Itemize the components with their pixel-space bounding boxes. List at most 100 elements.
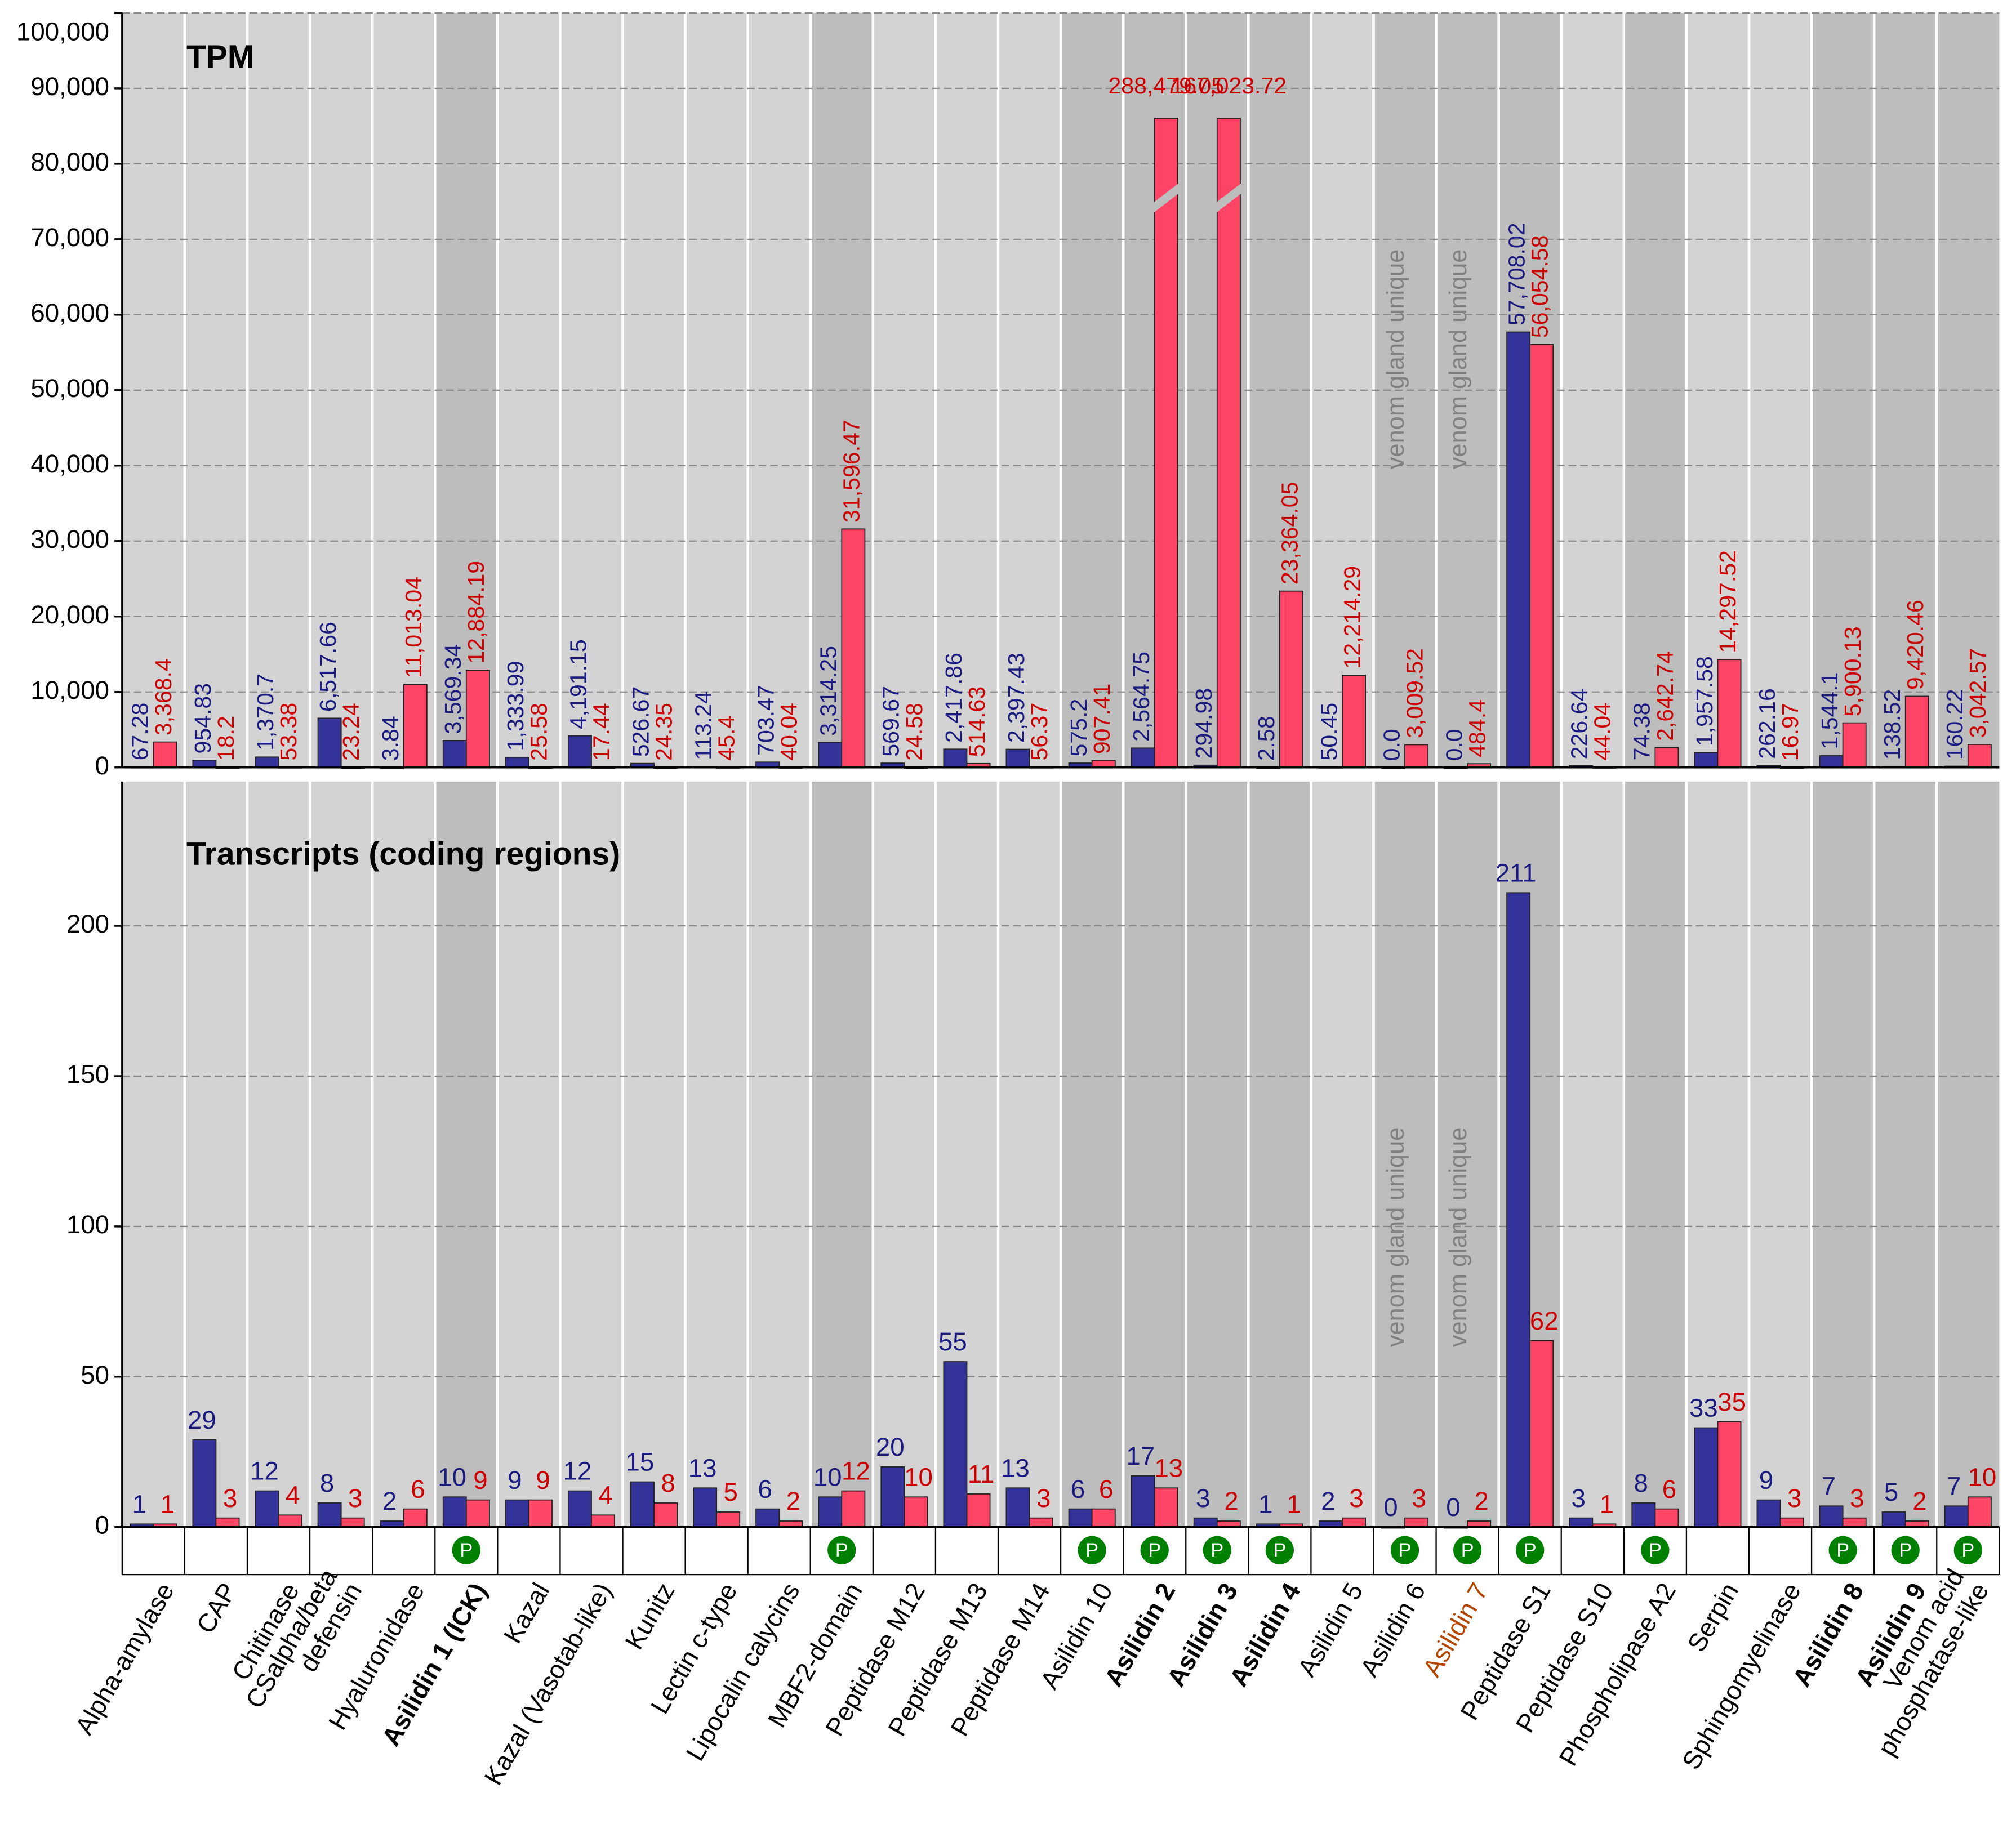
- bar: [653, 1502, 678, 1528]
- value-label: 57,708.02: [1504, 222, 1530, 325]
- category-marker: [1516, 1536, 1545, 1564]
- y-tick-label: 30,000: [30, 525, 109, 554]
- y-tick-label: 90,000: [30, 72, 109, 101]
- value-label: 2,642.74: [1652, 651, 1678, 741]
- bar: [278, 1514, 302, 1528]
- bar: [1819, 1505, 1844, 1528]
- value-label: 1: [1258, 1489, 1272, 1518]
- bar: [755, 1508, 780, 1528]
- bar: [818, 742, 843, 768]
- value-label: 262.16: [1754, 688, 1780, 759]
- value-label: 56,054.58: [1527, 235, 1553, 338]
- bar: [1967, 1496, 1992, 1528]
- bar: [1779, 1517, 1804, 1528]
- bar: [215, 1517, 240, 1528]
- bar: [442, 739, 467, 768]
- bar: [1631, 1502, 1656, 1528]
- y-tick-label: 50,000: [30, 374, 109, 403]
- value-label: 575.2: [1066, 699, 1092, 757]
- bar: [1654, 1508, 1679, 1528]
- y-tick-label: 100: [66, 1210, 109, 1239]
- value-label: 484.4: [1465, 699, 1490, 757]
- column-background: [747, 12, 811, 768]
- value-label: 1: [161, 1489, 175, 1518]
- value-label: 526.67: [628, 686, 653, 757]
- column-background: [1561, 781, 1624, 1527]
- value-label: 13: [688, 1453, 717, 1482]
- bar: [716, 1511, 741, 1528]
- value-label: 1,370.7: [252, 674, 278, 751]
- bar: [465, 1499, 490, 1528]
- bar: [1029, 1517, 1053, 1528]
- column-background: [1186, 781, 1249, 1527]
- category-marker: [1641, 1536, 1670, 1564]
- column-background: [1874, 781, 1937, 1527]
- value-label: 8: [661, 1469, 675, 1497]
- bar: [442, 1496, 467, 1528]
- value-label: 3: [1412, 1484, 1426, 1513]
- bar: [1529, 1340, 1554, 1528]
- annotation: venom gland unique: [1445, 249, 1472, 470]
- value-label: 113.24: [690, 691, 716, 760]
- value-label: 13: [1001, 1453, 1030, 1482]
- category-marker: [1390, 1536, 1419, 1564]
- value-label: 3,042.57: [1965, 648, 1991, 738]
- value-label: 9: [536, 1466, 550, 1495]
- value-label: 1: [132, 1489, 146, 1518]
- bar: [693, 1487, 718, 1528]
- value-label: 6: [411, 1475, 425, 1504]
- value-label: 4,191.15: [565, 639, 591, 729]
- axis-break: [1212, 180, 1246, 216]
- value-label: 13: [1154, 1453, 1183, 1482]
- column-background: [1123, 781, 1186, 1527]
- y-tick-label: 40,000: [30, 449, 109, 478]
- value-label: 703.47: [753, 685, 779, 756]
- value-label: 6,517.66: [315, 622, 341, 712]
- value-label: 0.0: [1378, 729, 1404, 761]
- value-label: 15: [626, 1448, 655, 1477]
- value-label: 44.04: [1590, 703, 1616, 761]
- category-marker: [1140, 1536, 1169, 1564]
- value-label: 2.58: [1253, 716, 1279, 761]
- value-label: 12: [842, 1457, 870, 1486]
- column-background: [435, 781, 498, 1527]
- value-label: 2: [1475, 1487, 1489, 1515]
- value-label: 0.0: [1441, 729, 1467, 761]
- y-tick-label: 0: [95, 1511, 109, 1540]
- column-background: [1686, 781, 1749, 1527]
- value-label: 56.37: [1026, 703, 1052, 761]
- value-label: 67.28: [127, 703, 153, 761]
- value-label: 3: [1787, 1484, 1801, 1513]
- bar: [1506, 892, 1531, 1528]
- column-background: [1311, 781, 1374, 1527]
- category-marker-label: P: [1211, 1540, 1223, 1561]
- value-label: 2,397.43: [1003, 653, 1029, 743]
- category-marker-label: P: [1649, 1540, 1662, 1561]
- value-label: 1,333.99: [502, 661, 528, 751]
- category-marker: [1891, 1536, 1920, 1564]
- value-label: 3: [348, 1484, 362, 1513]
- value-label: 3: [1036, 1484, 1051, 1513]
- value-label: 3: [1349, 1484, 1363, 1513]
- value-label: 10: [904, 1462, 933, 1491]
- column-background: [247, 781, 310, 1527]
- y-tick-label: 100,000: [16, 17, 109, 46]
- bar: [1529, 344, 1554, 768]
- axis-break: [1149, 180, 1183, 216]
- column-background: [1061, 781, 1124, 1527]
- column-background: [1373, 781, 1436, 1527]
- bar: [1342, 675, 1366, 768]
- bar: [1216, 118, 1241, 768]
- column-background: [622, 781, 686, 1527]
- bar: [1279, 590, 1303, 768]
- bar: [1005, 1487, 1030, 1528]
- bar: [403, 684, 428, 768]
- bar: [630, 1481, 655, 1528]
- value-label: 0: [1446, 1493, 1460, 1522]
- value-label: 3: [1571, 1484, 1585, 1513]
- y-tick-label: 0: [95, 751, 109, 780]
- value-label: 6: [1071, 1475, 1085, 1504]
- column-background: [1248, 781, 1311, 1527]
- value-label: 5,900.13: [1840, 626, 1866, 716]
